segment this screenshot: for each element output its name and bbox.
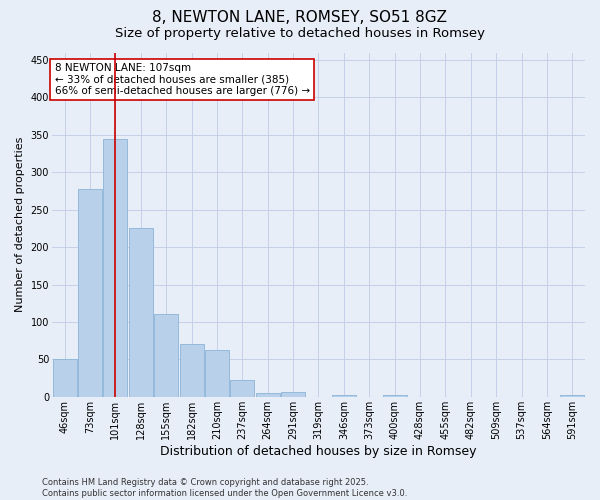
- Y-axis label: Number of detached properties: Number of detached properties: [15, 137, 25, 312]
- Bar: [179, 344, 203, 397]
- Bar: [332, 394, 356, 397]
- X-axis label: Distribution of detached houses by size in Romsey: Distribution of detached houses by size …: [160, 444, 477, 458]
- Bar: [129, 228, 153, 397]
- Text: Contains HM Land Registry data © Crown copyright and database right 2025.
Contai: Contains HM Land Registry data © Crown c…: [42, 478, 407, 498]
- Text: Size of property relative to detached houses in Romsey: Size of property relative to detached ho…: [115, 28, 485, 40]
- Bar: [560, 394, 584, 397]
- Bar: [230, 380, 254, 397]
- Text: 8 NEWTON LANE: 107sqm
← 33% of detached houses are smaller (385)
66% of semi-det: 8 NEWTON LANE: 107sqm ← 33% of detached …: [55, 63, 310, 96]
- Bar: [205, 350, 229, 397]
- Bar: [53, 360, 77, 397]
- Bar: [383, 394, 407, 397]
- Bar: [78, 188, 102, 397]
- Bar: [154, 314, 178, 397]
- Bar: [281, 392, 305, 397]
- Bar: [103, 138, 127, 397]
- Text: 8, NEWTON LANE, ROMSEY, SO51 8GZ: 8, NEWTON LANE, ROMSEY, SO51 8GZ: [152, 10, 448, 25]
- Bar: [256, 393, 280, 397]
